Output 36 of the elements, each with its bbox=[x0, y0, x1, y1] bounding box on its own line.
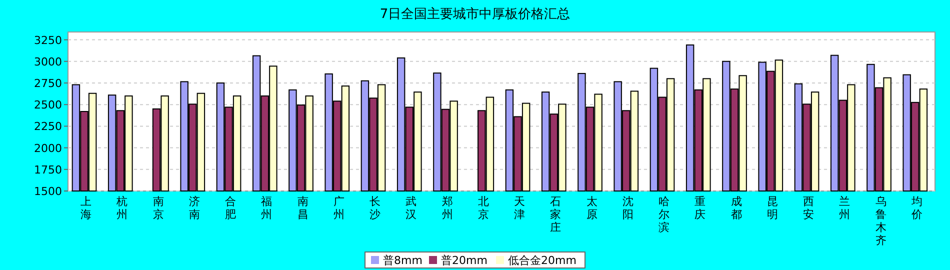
x-tick-label: 昆明 bbox=[766, 195, 778, 221]
x-tick-label: 北京 bbox=[478, 195, 489, 221]
y-tick-label: 3250 bbox=[34, 34, 62, 47]
x-tick-label: 长沙 bbox=[370, 195, 381, 221]
x-tick-label: 重庆 bbox=[694, 195, 706, 221]
legend-label: 普20mm bbox=[441, 254, 488, 267]
x-tick-label: 济南 bbox=[188, 195, 200, 221]
y-tick-label: 2250 bbox=[34, 120, 62, 134]
y-tick-label: 2000 bbox=[34, 142, 62, 155]
x-tick-label: 上海 bbox=[80, 195, 92, 221]
x-tick-label: 天津 bbox=[514, 195, 526, 221]
x-tick-label: 西安 bbox=[803, 195, 814, 221]
y-tick-label: 1500 bbox=[34, 185, 62, 198]
x-tick-label: 沈阳 bbox=[622, 195, 634, 221]
x-tick-label: 南京 bbox=[152, 195, 164, 221]
chart-title: 7日全国主要城市中厚板价格汇总 bbox=[380, 6, 570, 22]
x-tick-label: 南昌 bbox=[297, 195, 308, 221]
y-tick-label: 2750 bbox=[34, 76, 62, 90]
x-tick-label: 乌鲁木齐 bbox=[875, 195, 886, 247]
x-tick-label: 合肥 bbox=[225, 195, 236, 221]
x-tick-label: 兰州 bbox=[839, 195, 850, 221]
x-tick-label: 太原 bbox=[586, 195, 598, 221]
x-tick-label: 成都 bbox=[730, 195, 742, 221]
y-tick-label: 2500 bbox=[34, 98, 62, 112]
x-tick-label: 郑州 bbox=[442, 195, 453, 221]
x-tick-label: 石家庄 bbox=[550, 195, 562, 234]
x-tick-label: 武汉 bbox=[406, 195, 417, 221]
x-tick-label: 均价 bbox=[910, 195, 922, 221]
y-tick-label: 1750 bbox=[34, 163, 62, 176]
y-tick-label: 3000 bbox=[34, 55, 62, 68]
x-tick-label: 福州 bbox=[261, 195, 272, 221]
x-tick-label: 哈尔滨 bbox=[658, 195, 670, 234]
x-tick-label: 杭州 bbox=[116, 195, 128, 221]
legend-label: 低合金20mm bbox=[508, 254, 576, 267]
legend-label: 普8mm bbox=[383, 254, 422, 267]
x-tick-label: 广州 bbox=[333, 195, 344, 221]
